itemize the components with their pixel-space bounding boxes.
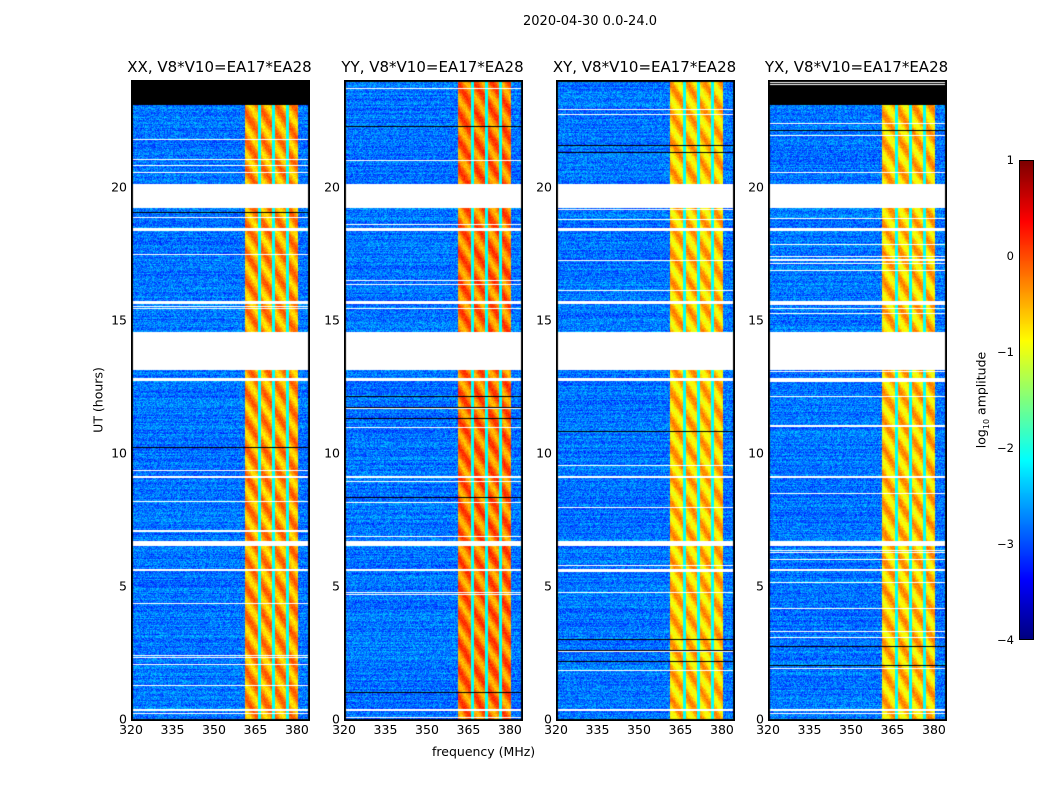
y-tick-label: 20 [324,179,340,194]
y-tick-label: 15 [536,312,552,328]
figure-title: 2020-04-30 0.0-24.0 [523,14,657,29]
panel-title: YY, V8*V10=EA17*EA28 [341,58,524,76]
y-tick-label: 5 [544,578,552,594]
y-tick-label: 0 [119,711,127,727]
y-tick-label: 20 [536,179,552,194]
panel-title: XY, V8*V10=EA17*EA28 [552,58,737,76]
x-tick-label: 335 [585,722,610,737]
y-tick-label: 0 [756,711,764,727]
x-tick-label: 350 [839,722,863,737]
panel-4: YX, V8*V10=EA17*EA28 320 335 350 365 380 0 5 10 1… [748,58,948,737]
y-tick-label: 0 [332,711,340,727]
panel-2: YY, V8*V10=EA17*EA28 320 335 350 365 380 0 5 10 1… [324,58,524,737]
x-tick-label: 380 [498,722,522,737]
y-tick-label: 10 [536,445,552,461]
y-tick-label: 20 [111,179,127,194]
x-tick-label: 320 [544,722,568,737]
panel-title: XX, V8*V10=EA17*EA28 [127,58,312,76]
spectrogram-heatmap [768,80,947,721]
colorbar-label: log10 amplitude [973,351,991,449]
y-tick-label: 15 [324,312,340,328]
y-tick-label: 10 [324,445,340,461]
y-tick-label: 10 [748,445,764,461]
colorbar-tick-label: −3 [997,537,1014,551]
y-tick-label: 0 [544,711,552,727]
x-tick-label: 335 [373,722,398,737]
x-tick-label: 350 [627,722,651,737]
x-axis-label: frequency (MHz) [432,744,536,759]
x-tick-label: 365 [243,722,268,737]
y-tick-label: 20 [748,179,764,194]
y-tick-label: 5 [332,578,340,594]
y-axis-label: UT (hours) [90,367,106,433]
y-tick-label: 10 [111,445,127,461]
x-tick-label: 365 [880,722,905,737]
panel-title: YX, V8*V10=EA17*EA28 [764,58,949,76]
x-tick-label: 350 [415,722,439,737]
y-tick-label: 5 [756,578,764,594]
colorbar-tick-label: −4 [997,633,1014,647]
x-tick-label: 335 [160,722,185,737]
colorbar-tick-label: 1 [1006,153,1014,167]
x-tick-label: 365 [668,722,693,737]
y-tick-label: 15 [111,312,127,328]
x-tick-label: 350 [202,722,226,737]
x-tick-label: 320 [119,722,143,737]
colorbar-tick-label: −2 [997,441,1014,455]
x-tick-label: 365 [456,722,481,737]
colorbar [1019,160,1034,640]
y-tick-label: 15 [748,312,764,328]
panel-1: XX, V8*V10=EA17*EA28 320 335 350 365 380 0 5 10 1… [111,58,312,737]
spectrogram-heatmap [556,80,735,721]
x-tick-label: 380 [285,722,309,737]
x-tick-label: 380 [710,722,734,737]
colorbar-tick-label: −1 [997,345,1014,359]
panel-3: XY, V8*V10=EA17*EA28 320 335 350 365 380 0 5 10 1… [536,58,736,737]
x-tick-label: 380 [922,722,946,737]
y-tick-label: 5 [119,578,127,594]
x-tick-label: 320 [332,722,356,737]
spectrogram-heatmap [131,80,310,721]
x-tick-label: 320 [756,722,780,737]
x-tick-label: 335 [797,722,822,737]
colorbar-tick-label: 0 [1006,249,1014,263]
spectrogram-heatmap [344,80,523,721]
